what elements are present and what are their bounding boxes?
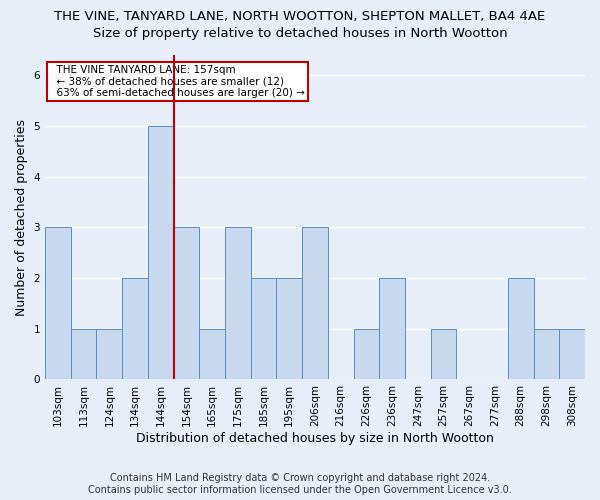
Text: THE VINE, TANYARD LANE, NORTH WOOTTON, SHEPTON MALLET, BA4 4AE: THE VINE, TANYARD LANE, NORTH WOOTTON, S… [55,10,545,23]
Bar [533,329,559,380]
Bar [225,228,251,380]
Text: Contains HM Land Registry data © Crown copyright and database right 2024.
Contai: Contains HM Land Registry data © Crown c… [88,474,512,495]
Bar [353,329,379,380]
Bar [148,126,173,380]
Bar [71,329,97,380]
Bar [379,278,405,380]
Bar [173,228,199,380]
X-axis label: Distribution of detached houses by size in North Wootton: Distribution of detached houses by size … [136,432,494,445]
Bar [277,278,302,380]
Bar [251,278,277,380]
Bar [97,329,122,380]
Y-axis label: Number of detached properties: Number of detached properties [15,118,28,316]
Text: THE VINE TANYARD LANE: 157sqm
  ← 38% of detached houses are smaller (12)
  63% : THE VINE TANYARD LANE: 157sqm ← 38% of d… [50,64,305,98]
Bar [431,329,457,380]
Bar [559,329,585,380]
Bar [199,329,225,380]
Bar [122,278,148,380]
Bar [302,228,328,380]
Bar [508,278,533,380]
Text: Size of property relative to detached houses in North Wootton: Size of property relative to detached ho… [92,28,508,40]
Bar [45,228,71,380]
